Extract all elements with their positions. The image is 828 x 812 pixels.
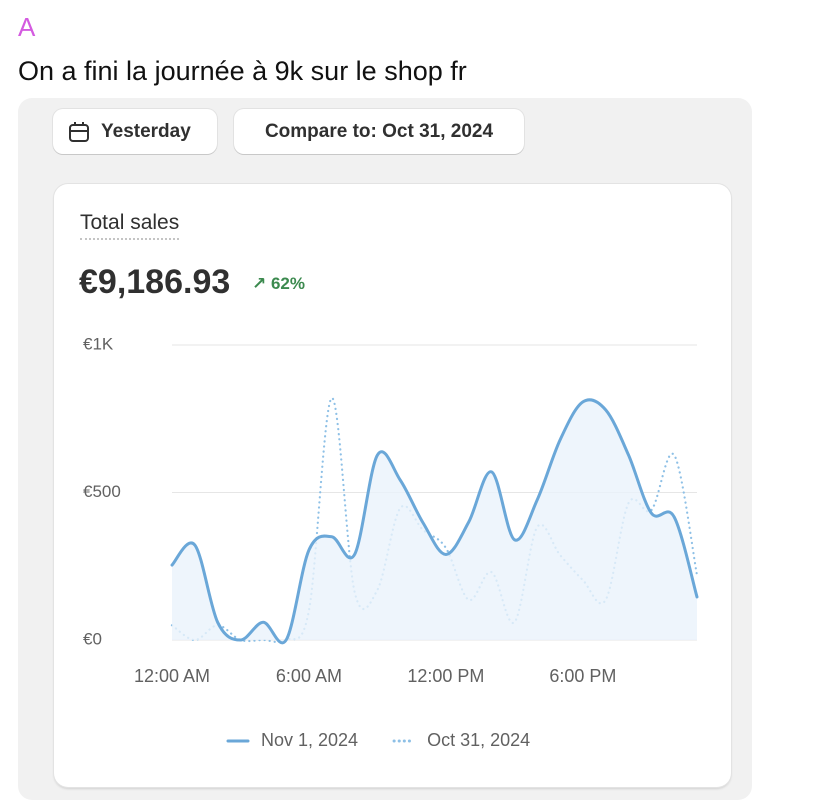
- y-tick-label: €1K: [83, 334, 114, 353]
- change-arrow: ↗: [252, 274, 271, 293]
- legend-label: Oct 31, 2024: [427, 730, 530, 750]
- change: ↗ 62%: [252, 274, 305, 294]
- x-tick-label: 12:00 PM: [407, 666, 484, 686]
- calendar-icon: [69, 121, 89, 142]
- total: €9,186.93: [79, 263, 231, 301]
- date-label: Yesterday: [101, 120, 191, 142]
- post-text: On a fini la journée à 9k sur le shop fr: [18, 56, 467, 86]
- line: [170, 398, 699, 645]
- date-button[interactable]: Yesterday: [53, 109, 217, 154]
- x-tick-label: 6:00 AM: [276, 666, 342, 686]
- change-value: 62%: [270, 274, 305, 293]
- redaction: [40, 8, 430, 42]
- area: [172, 399, 697, 643]
- compare-button[interactable]: Compare to: Oct 31, 2024: [234, 109, 524, 154]
- y-tick-label: €500: [83, 482, 121, 501]
- x-tick-label: 6:00 PM: [549, 666, 616, 686]
- legend-label: Nov 1, 2024: [261, 730, 358, 750]
- y-tick-label: €0: [83, 629, 102, 648]
- author: A: [18, 12, 36, 42]
- x-tick-label: 12:00 AM: [134, 666, 210, 686]
- card-title: Total sales: [80, 211, 180, 240]
- compare-label: Compare to: Oct 31, 2024: [264, 120, 494, 142]
